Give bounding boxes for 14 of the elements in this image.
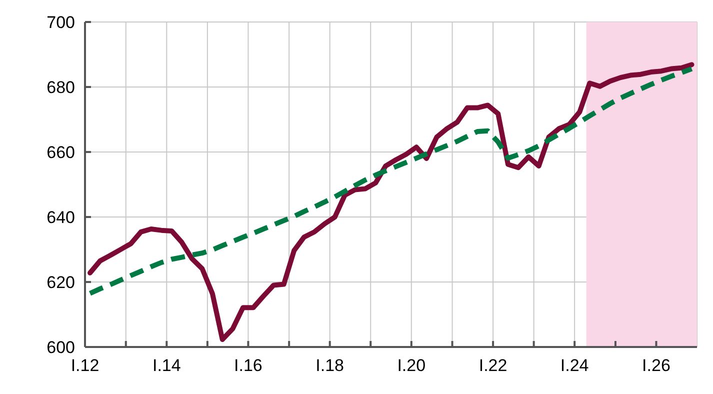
x-tick-label: I.24 xyxy=(560,356,589,376)
x-tick-label: I.18 xyxy=(316,356,344,376)
x-tick-label: I.20 xyxy=(397,356,426,376)
x-tick-label: I.14 xyxy=(152,356,181,376)
y-tick-label: 640 xyxy=(46,208,75,228)
y-tick-label: 680 xyxy=(46,78,75,98)
y-tick-label: 660 xyxy=(46,143,75,162)
y-tick-label: 600 xyxy=(46,338,75,358)
x-tick-label: I.22 xyxy=(478,356,508,376)
x-tick-label: I.12 xyxy=(70,356,100,376)
x-tick-label: I.16 xyxy=(234,356,262,376)
y-tick-label: 700 xyxy=(46,13,75,32)
y-tick-label: 620 xyxy=(46,273,75,292)
x-tick-label: I.26 xyxy=(642,356,670,376)
